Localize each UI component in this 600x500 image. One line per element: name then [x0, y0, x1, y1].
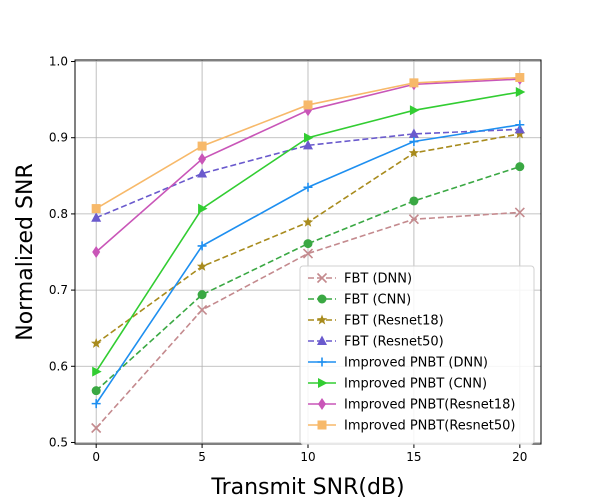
- data-point: [303, 100, 313, 110]
- data-point: [408, 147, 420, 158]
- data-point: [91, 212, 102, 222]
- legend-marker: [317, 420, 327, 430]
- data-point: [515, 162, 525, 172]
- x-tick-label: 15: [406, 450, 421, 464]
- series-line: [95, 211, 520, 429]
- legend-item: Improved PNBT (CNN): [308, 377, 487, 392]
- legend-item: FBT (Resnet18): [308, 314, 444, 329]
- data-point: [408, 214, 419, 225]
- x-tick-label: 20: [512, 450, 527, 464]
- data-point: [91, 204, 101, 214]
- y-tick-label: 0.6: [49, 359, 68, 373]
- ticks: 0 5 10 15 20 0.5 0.6 0.7 0.8 0.9 1.0: [49, 55, 528, 464]
- data-point: [302, 248, 314, 259]
- series-5: [92, 87, 526, 377]
- series-line: [95, 128, 520, 219]
- series-7: [91, 73, 525, 214]
- legend-label: FBT (Resnet18): [344, 314, 444, 329]
- series-0: [91, 207, 525, 434]
- series-layer: [90, 73, 526, 434]
- data-point: [514, 207, 525, 218]
- legend-item: Improved PNBT(Resnet18): [308, 398, 516, 413]
- data-point: [91, 422, 102, 434]
- legend-marker: [317, 357, 327, 367]
- data-point: [515, 73, 525, 83]
- y-axis-title: Normalized SNR: [13, 163, 38, 340]
- legend-marker: [317, 335, 327, 345]
- y-tick-label: 0.8: [49, 207, 68, 221]
- legend-marker: [316, 272, 328, 284]
- legend-marker: [318, 378, 328, 388]
- data-point: [91, 386, 101, 396]
- series-3: [91, 123, 525, 222]
- data-point: [198, 203, 208, 214]
- data-point: [408, 128, 419, 138]
- legend-label: Improved PNBT (DNN): [344, 356, 488, 371]
- legend-marker: [318, 398, 326, 410]
- series-4: [91, 120, 525, 409]
- data-point: [198, 153, 207, 166]
- data-point: [303, 139, 313, 150]
- data-point: [409, 105, 420, 116]
- legend-marker: [316, 314, 328, 325]
- legend-label: FBT (Resnet50): [344, 335, 444, 350]
- legend-marker: [317, 294, 327, 304]
- x-tick-label: 10: [300, 450, 315, 464]
- data-point: [514, 128, 526, 139]
- data-point: [409, 196, 419, 206]
- data-point: [304, 132, 314, 143]
- legend-label: FBT (CNN): [344, 293, 411, 308]
- series-2: [90, 128, 526, 348]
- legend-item: Improved PNBT(Resnet50): [308, 419, 516, 434]
- data-point: [409, 78, 419, 88]
- data-point: [303, 239, 313, 249]
- y-tick-label: 0.5: [49, 435, 68, 449]
- legend-item: FBT (CNN): [308, 293, 411, 308]
- series-line: [95, 165, 521, 392]
- legend-label: Improved PNBT(Resnet18): [344, 398, 516, 413]
- legend-label: Improved PNBT(Resnet50): [344, 419, 516, 434]
- series-1: [91, 162, 525, 396]
- legend-box: [299, 265, 535, 445]
- data-point: [302, 216, 314, 227]
- data-point: [92, 246, 101, 258]
- legend-item: Improved PNBT (DNN): [308, 356, 488, 371]
- legend-item: FBT (DNN): [308, 272, 412, 287]
- data-point: [197, 141, 207, 151]
- legend-label: Improved PNBT (CNN): [344, 377, 487, 392]
- x-tick-label: 0: [92, 450, 100, 464]
- data-point: [515, 87, 526, 97]
- data-point: [91, 399, 101, 409]
- data-point: [515, 120, 525, 130]
- data-point: [409, 137, 419, 147]
- data-point: [197, 304, 208, 315]
- data-point: [197, 290, 207, 300]
- data-point: [303, 182, 313, 192]
- x-tick-label: 5: [198, 450, 206, 464]
- legend-item: FBT (Resnet50): [308, 335, 444, 350]
- legend-label: FBT (DNN): [344, 272, 412, 287]
- data-point: [197, 168, 208, 178]
- y-tick-label: 0.9: [49, 131, 68, 145]
- y-tick-label: 0.7: [49, 283, 68, 297]
- y-tick-label: 1.0: [49, 55, 68, 69]
- data-point: [196, 260, 208, 271]
- data-point: [90, 337, 102, 348]
- legend: FBT (DNN) FBT (CNN) FBT (Resnet18) FBT (Res…: [299, 265, 535, 445]
- x-axis-title: Transmit SNR(dB): [210, 475, 404, 500]
- data-point: [92, 366, 102, 377]
- data-point: [197, 241, 207, 251]
